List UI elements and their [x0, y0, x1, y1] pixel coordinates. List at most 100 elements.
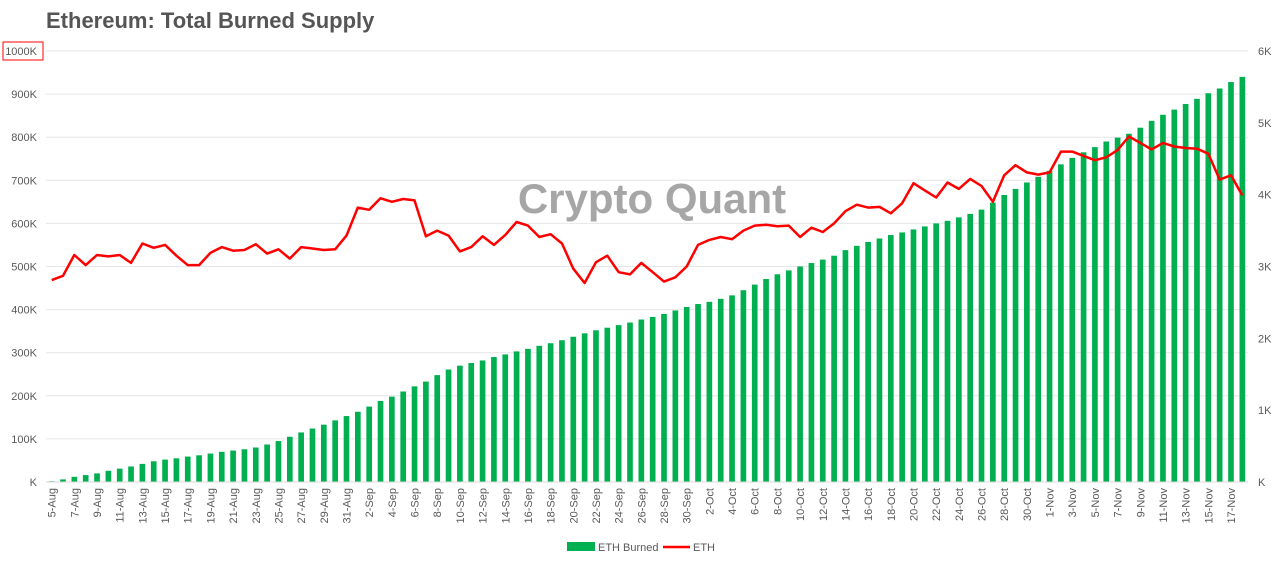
- bar: [604, 327, 611, 482]
- x-tick-label: 15-Nov: [1203, 488, 1215, 524]
- x-tick-label: 12-Oct: [818, 488, 830, 521]
- legend-swatch-eth-burned: [567, 542, 595, 551]
- bar: [1182, 104, 1189, 482]
- bar: [1012, 188, 1019, 483]
- bar: [990, 202, 996, 482]
- bar: [184, 456, 191, 482]
- bar: [502, 354, 509, 482]
- bar: [230, 450, 236, 482]
- bar: [967, 213, 974, 482]
- bar: [876, 238, 883, 482]
- bar: [593, 330, 599, 482]
- bar: [819, 259, 826, 482]
- bar: [128, 466, 134, 482]
- bar: [139, 463, 146, 482]
- x-tick-label: 22-Sep: [591, 488, 603, 523]
- bar: [695, 303, 701, 482]
- x-tick-label: 5-Aug: [47, 488, 59, 517]
- x-tick-label: 13-Nov: [1181, 488, 1193, 524]
- bar: [1024, 182, 1030, 482]
- bar: [933, 223, 939, 482]
- bar: [400, 391, 407, 482]
- bar: [286, 436, 293, 482]
- x-tick-label: 30-Sep: [682, 488, 694, 523]
- bar: [1239, 76, 1246, 483]
- x-tick-label: 19-Aug: [205, 488, 217, 523]
- bar: [241, 449, 248, 482]
- x-tick-label: 7-Nov: [1113, 488, 1125, 518]
- y-left-tick-label: 900K: [11, 89, 37, 101]
- bar: [536, 345, 543, 482]
- watermark-text: Crypto Quant: [518, 175, 786, 222]
- bar: [105, 470, 112, 482]
- bar: [252, 447, 259, 482]
- x-tick-label: 31-Aug: [342, 488, 354, 523]
- bar: [173, 458, 180, 482]
- x-tick-label: 3-Nov: [1067, 488, 1079, 518]
- x-tick-label: 11-Aug: [115, 488, 127, 523]
- bar: [309, 428, 316, 482]
- bar: [196, 455, 202, 482]
- bar: [343, 416, 350, 482]
- bar: [615, 325, 622, 482]
- bar: [513, 351, 520, 482]
- x-tick-label: 11-Nov: [1158, 488, 1170, 523]
- x-tick-label: 22-Oct: [931, 488, 943, 521]
- bar: [774, 274, 781, 482]
- bar: [683, 307, 690, 482]
- bar: [1205, 93, 1212, 482]
- bar: [525, 348, 531, 482]
- bar: [1035, 176, 1042, 483]
- bar: [627, 322, 633, 482]
- bar: [1160, 114, 1166, 483]
- bar: [207, 453, 214, 482]
- x-tick-label: 5-Nov: [1090, 488, 1102, 518]
- x-tick-label: 2-Oct: [704, 488, 716, 515]
- bar: [808, 263, 815, 482]
- bar: [921, 226, 928, 482]
- x-tick-label: 29-Aug: [319, 488, 331, 523]
- y-left-tick-label: 1000K: [5, 46, 37, 58]
- x-tick-label: 9-Nov: [1135, 488, 1147, 518]
- x-tick-label: 24-Oct: [954, 488, 966, 521]
- x-tick-label: 18-Sep: [546, 488, 558, 523]
- x-tick-label: 25-Aug: [273, 488, 285, 523]
- bar: [797, 266, 803, 482]
- bar: [1069, 157, 1076, 482]
- x-tick-label: 27-Aug: [296, 488, 308, 523]
- x-tick-label: 10-Sep: [455, 488, 467, 523]
- bar: [944, 220, 951, 482]
- bar: [547, 343, 554, 482]
- bar: [298, 432, 304, 482]
- x-tick-label: 4-Sep: [387, 488, 399, 517]
- x-tick-label: 13-Aug: [137, 488, 149, 523]
- x-tick-label: 9-Aug: [92, 488, 104, 517]
- x-tick-label: 20-Sep: [568, 488, 580, 523]
- bar: [275, 441, 282, 482]
- bar: [763, 278, 769, 482]
- bar: [1171, 109, 1178, 482]
- bar: [411, 386, 418, 482]
- series-line-eth: [51, 135, 1244, 285]
- bar: [706, 301, 713, 482]
- bar: [740, 290, 747, 482]
- bar: [1058, 164, 1064, 482]
- y-right-tick-label: K: [1258, 477, 1266, 489]
- x-tick-label: 8-Sep: [432, 488, 444, 517]
- y-left-tick-label: 600K: [11, 218, 37, 230]
- bar: [264, 444, 270, 482]
- bar: [559, 340, 565, 482]
- x-tick-label: 17-Nov: [1226, 488, 1238, 524]
- bar: [910, 229, 917, 482]
- legend-label-eth-burned: ETH Burned: [598, 542, 659, 554]
- bar: [956, 217, 962, 482]
- x-tick-label: 1-Nov: [1045, 488, 1057, 518]
- bar: [479, 360, 486, 482]
- bar: [978, 209, 985, 482]
- bar: [1148, 120, 1155, 483]
- bar: [729, 295, 735, 482]
- x-tick-label: 28-Oct: [999, 488, 1011, 521]
- y-right-tick-label: 3K: [1258, 262, 1272, 274]
- bar: [853, 245, 860, 482]
